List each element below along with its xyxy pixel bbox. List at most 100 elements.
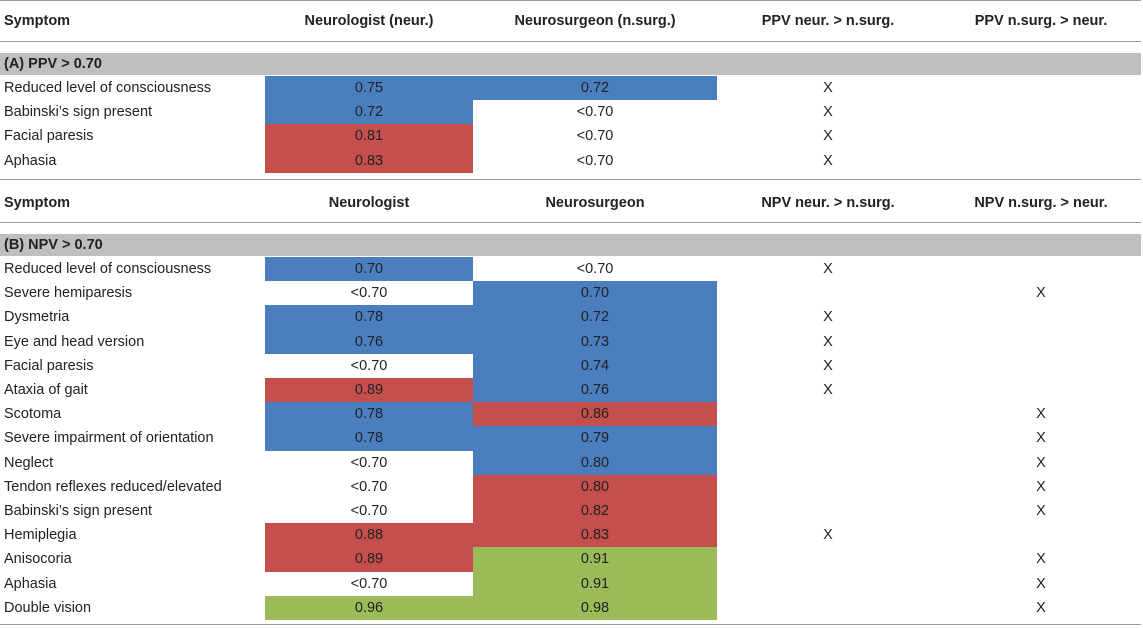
table-row: Babinski’s sign present <0.70 0.82 X xyxy=(0,499,1143,524)
neurosurgeon-value: 0.80 xyxy=(473,450,717,475)
neurosurgeon-value: 0.91 xyxy=(473,547,717,572)
marker-col4 xyxy=(939,124,1143,148)
marker-col3: X xyxy=(823,309,833,326)
neurologist-value: <0.70 xyxy=(350,575,388,592)
marker-col3 xyxy=(717,475,939,499)
top-rule xyxy=(0,0,1141,1)
marker-col3: X xyxy=(823,357,833,374)
marker-col4: X xyxy=(1036,551,1046,568)
header-rule-a xyxy=(0,41,1141,42)
section-a-banner: (A) PPV > 0.70 xyxy=(0,53,1141,75)
table-row: Eye and head version 0.76 0.73 X xyxy=(0,329,1143,354)
neurologist-value: 0.78 xyxy=(265,305,473,330)
marker-col3: X xyxy=(823,80,833,97)
table-row: Aphasia 0.83 <0.70 X xyxy=(0,148,1143,173)
neurosurgeon-value: 0.73 xyxy=(473,329,717,354)
table-row: Reduced level of consciousness 0.70 <0.70 X xyxy=(0,257,1143,282)
neurologist-value: 0.78 xyxy=(265,426,473,451)
marker-col3 xyxy=(717,281,939,305)
symptom-cell: Hemiplegia xyxy=(4,527,77,544)
marker-col4: X xyxy=(1036,454,1046,471)
neurologist-value: 0.76 xyxy=(265,329,473,354)
marker-col3 xyxy=(717,426,939,450)
neurosurgeon-value: 0.70 xyxy=(473,281,717,306)
table-a-header-row: Symptom Neurologist (neur.) Neurosurgeon… xyxy=(0,6,1143,36)
header-npv-neur-gt-nsurg: NPV neur. > n.surg. xyxy=(761,195,895,211)
section-b-label: (B) NPV > 0.70 xyxy=(4,237,103,253)
symptom-cell: Ataxia of gait xyxy=(4,382,88,399)
marker-col4 xyxy=(939,354,1143,378)
neurologist-value: <0.70 xyxy=(350,285,388,302)
neurologist-value: 0.81 xyxy=(265,124,473,149)
bottom-rule xyxy=(0,624,1141,625)
table-row: Facial paresis 0.81 <0.70 X xyxy=(0,124,1143,149)
symptom-cell: Facial paresis xyxy=(4,128,94,145)
marker-col4: X xyxy=(1036,478,1046,495)
header-symptom-b: Symptom xyxy=(4,195,71,211)
header-symptom: Symptom xyxy=(4,13,71,29)
section-a-label: (A) PPV > 0.70 xyxy=(4,56,102,72)
table-row: Severe hemiparesis <0.70 0.70 X xyxy=(0,281,1143,306)
section-b-banner: (B) NPV > 0.70 xyxy=(0,234,1141,256)
neurosurgeon-value: 0.79 xyxy=(473,426,717,451)
neurosurgeon-value: 0.82 xyxy=(473,499,717,524)
neurosurgeon-value: <0.70 xyxy=(576,261,614,278)
symptom-cell: Aphasia xyxy=(4,152,57,169)
symptom-cell: Reduced level of consciousness xyxy=(4,80,212,97)
marker-col3: X xyxy=(823,128,833,145)
header-ppv-neur-gt-nsurg: PPV neur. > n.surg. xyxy=(761,13,895,29)
marker-col3: X xyxy=(823,527,833,544)
neurosurgeon-value: 0.91 xyxy=(473,571,717,596)
marker-col3 xyxy=(717,547,939,571)
marker-col4 xyxy=(939,149,1143,173)
neurologist-value: 0.75 xyxy=(265,76,473,101)
marker-col4 xyxy=(939,378,1143,402)
neurologist-value: <0.70 xyxy=(350,454,388,471)
symptom-cell: Severe hemiparesis xyxy=(4,285,133,302)
marker-col3: X xyxy=(823,261,833,278)
header-rule-b xyxy=(0,222,1141,223)
marker-col4 xyxy=(939,100,1143,124)
marker-col4 xyxy=(939,257,1143,281)
header-neurosurgeon-b: Neurosurgeon xyxy=(545,195,645,211)
marker-col3 xyxy=(717,596,939,620)
marker-col3 xyxy=(717,499,939,523)
marker-col4: X xyxy=(1036,599,1046,616)
neurologist-value: 0.83 xyxy=(265,148,473,173)
header-ppv-nsurg-gt-neur: PPV n.surg. > neur. xyxy=(974,13,1108,29)
symptom-cell: Facial paresis xyxy=(4,357,94,374)
neurologist-value: 0.70 xyxy=(265,257,473,282)
marker-col4: X xyxy=(1036,575,1046,592)
neurologist-value: 0.89 xyxy=(265,547,473,572)
marker-col4: X xyxy=(1036,430,1046,447)
neurosurgeon-value: 0.72 xyxy=(473,305,717,330)
symptom-cell: Reduced level of consciousness xyxy=(4,261,212,278)
marker-col4 xyxy=(939,76,1143,100)
neurosurgeon-value: 0.80 xyxy=(473,474,717,499)
neurologist-value: 0.78 xyxy=(265,402,473,427)
symptom-cell: Anisocoria xyxy=(4,551,72,568)
neurosurgeon-value: 0.72 xyxy=(473,76,717,101)
marker-col3: X xyxy=(823,104,833,121)
table-row: Double vision 0.96 0.98 X xyxy=(0,595,1143,620)
marker-col3: X xyxy=(823,152,833,169)
symptom-cell: Babinski’s sign present xyxy=(4,104,153,121)
neurologist-value: <0.70 xyxy=(350,478,388,495)
table-row: Neglect <0.70 0.80 X xyxy=(0,450,1143,475)
table-row: Dysmetria 0.78 0.72 X xyxy=(0,305,1143,330)
header-neurologist: Neurologist (neur.) xyxy=(304,13,434,29)
symptom-cell: Dysmetria xyxy=(4,309,70,326)
table-row: Tendon reflexes reduced/elevated <0.70 0.8… xyxy=(0,474,1143,499)
neurologist-value: 0.89 xyxy=(265,378,473,403)
symptom-cell: Aphasia xyxy=(4,575,57,592)
neurosurgeon-value: 0.86 xyxy=(473,402,717,427)
header-neurologist-b: Neurologist xyxy=(328,195,410,211)
neurologist-value: 0.96 xyxy=(265,595,473,620)
symptom-cell: Double vision xyxy=(4,599,92,616)
table-row: Ataxia of gait 0.89 0.76 X xyxy=(0,378,1143,403)
table-row: Reduced level of consciousness 0.75 0.72 X xyxy=(0,76,1143,101)
neurosurgeon-value: 0.83 xyxy=(473,523,717,548)
table-row: Aphasia <0.70 0.91 X xyxy=(0,571,1143,596)
table-row: Babinski’s sign present 0.72 <0.70 X xyxy=(0,100,1143,125)
table-row: Hemiplegia 0.88 0.83 X xyxy=(0,523,1143,548)
